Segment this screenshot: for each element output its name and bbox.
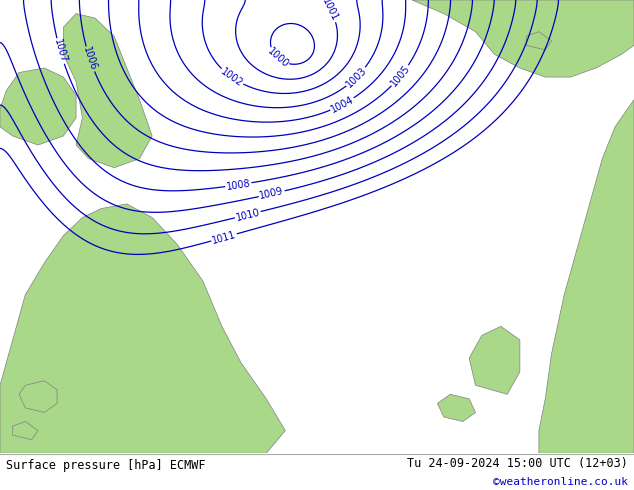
Text: 1006: 1006 (81, 46, 99, 72)
Polygon shape (412, 0, 634, 77)
Polygon shape (469, 326, 520, 394)
Text: 1008: 1008 (226, 178, 251, 192)
Polygon shape (539, 99, 634, 453)
Text: 1009: 1009 (259, 186, 285, 201)
Polygon shape (526, 32, 552, 50)
Polygon shape (0, 68, 76, 145)
Polygon shape (0, 204, 285, 453)
Text: 1001: 1001 (320, 0, 340, 24)
Polygon shape (13, 421, 38, 440)
Text: 1002: 1002 (219, 66, 245, 88)
Text: 1005: 1005 (389, 63, 412, 89)
Polygon shape (437, 394, 476, 421)
Text: Surface pressure [hPa] ECMWF: Surface pressure [hPa] ECMWF (6, 459, 206, 471)
Text: 1011: 1011 (211, 229, 237, 245)
Polygon shape (19, 381, 57, 413)
Text: 1007: 1007 (52, 38, 68, 64)
Text: 1010: 1010 (235, 207, 261, 222)
Polygon shape (63, 14, 152, 168)
Text: ©weatheronline.co.uk: ©weatheronline.co.uk (493, 477, 628, 487)
Text: 1000: 1000 (266, 47, 290, 70)
Text: Tu 24-09-2024 15:00 UTC (12+03): Tu 24-09-2024 15:00 UTC (12+03) (407, 457, 628, 470)
Text: 1004: 1004 (329, 95, 356, 115)
Text: 1003: 1003 (344, 65, 368, 89)
